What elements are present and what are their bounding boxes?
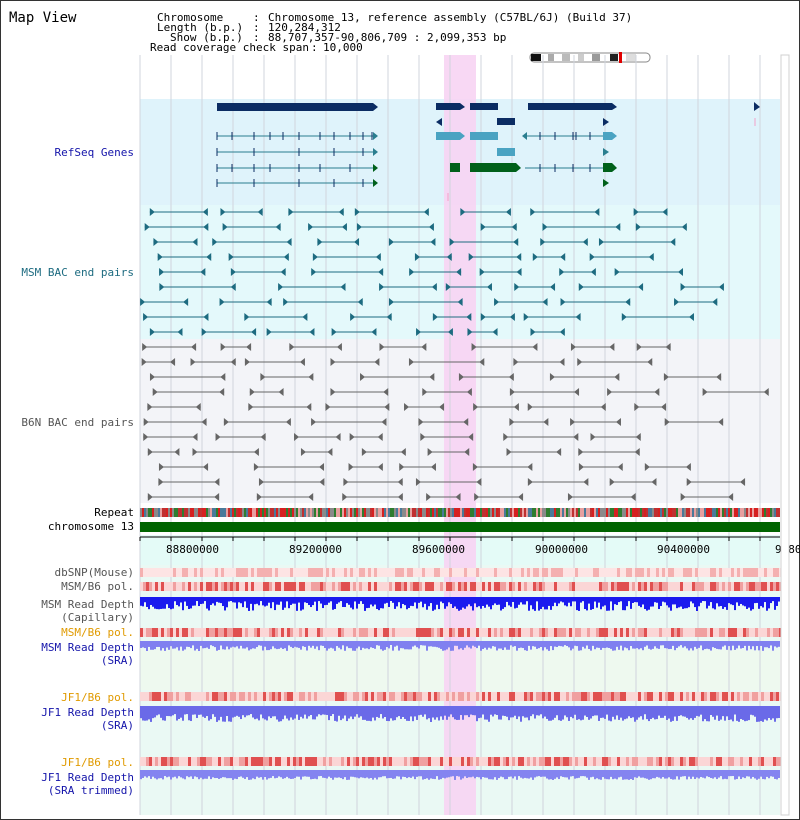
ruler-label: 90000000 [535,543,588,556]
ruler-label: 88800000 [166,543,219,556]
track-label-msm-depth-cap: MSM Read Depth [41,598,134,611]
right-scroll-edge[interactable] [780,54,790,816]
info-show-value: 88,707,357-90,806,709 : 2,099,353 bp [268,31,506,44]
ideogram-region-marker [619,52,622,63]
track-label-dbsnp: dbSNP(Mouse) [55,566,134,579]
ruler-label: 90400000 [657,543,710,556]
info-colon: : [253,21,260,34]
msm-bac-pairs[interactable] [140,208,724,336]
track-label-repeat: Repeat [94,506,134,519]
info-show-key: Show (b.p.) [170,31,243,44]
track-label-jf1-pol-2: JF1/B6 pol. [61,756,134,769]
track-label-b6n-bac[interactable]: B6N BAC end pairs [21,416,134,429]
info-block: Chromosome : Chromosome 13, reference as… [150,11,632,54]
track-label-msm-pol: MSM/B6 pol. [61,580,134,593]
track-label-jf1-depth-trim: JF1 Read Depth [41,771,134,784]
info-coverage-value: 10,000 [323,41,363,54]
info-chromosome-key: Chromosome [157,11,256,24]
track-label-jf1-depth-trim-sub: (SRA trimmed) [48,784,134,797]
info-colon: : [311,41,318,54]
refseq-genes[interactable] [216,102,760,201]
track-label-msm-depth-sra: MSM Read Depth [41,641,134,654]
repeat-track[interactable] [140,508,780,517]
track-label-jf1-pol: JF1/B6 pol. [61,691,134,704]
track-area: 88800000 89200000 89600000 90000000 9040… [139,55,800,815]
info-coverage-key: Read coverage check span [150,41,309,54]
page-title: Map View [9,10,77,26]
track-label-jf1-depth-sra: JF1 Read Depth [41,706,134,719]
info-colon: : [253,11,260,24]
position-ruler: 88800000 89200000 89600000 90000000 9040… [139,536,800,556]
heat-strips[interactable] [140,568,782,766]
info-chromosome-value: Chromosome 13, reference assembly (C57BL… [268,11,632,24]
track-label-chromosome: chromosome 13 [48,520,134,533]
chromosome-bar[interactable] [140,522,780,532]
track-label-msm-depth-cap-sub: (Capillary) [61,611,134,624]
track-label-msm-bac[interactable]: MSM BAC end pairs [21,266,134,279]
ruler-label: 89600000 [412,543,465,556]
track-label-refseq[interactable]: RefSeq Genes [55,146,134,159]
b6n-bac-pairs[interactable] [141,343,769,501]
track-labels: RefSeq Genes MSM BAC end pairs B6N BAC e… [21,146,134,797]
info-length-key: Length (b.p.) [157,21,243,34]
read-depth-bars[interactable] [140,597,780,780]
track-label-msm-depth-sra-sub: (SRA) [101,654,134,667]
track-label-jf1-depth-sra-sub: (SRA) [101,719,134,732]
info-colon: : [253,31,260,44]
chromosome-ideogram[interactable] [529,52,651,63]
grid-lines [139,55,761,815]
track-label-msm-pol-2: MSM/B6 pol. [61,626,134,639]
info-length-value: 120,284,312 [268,21,341,34]
ruler-label: 89200000 [289,543,342,556]
